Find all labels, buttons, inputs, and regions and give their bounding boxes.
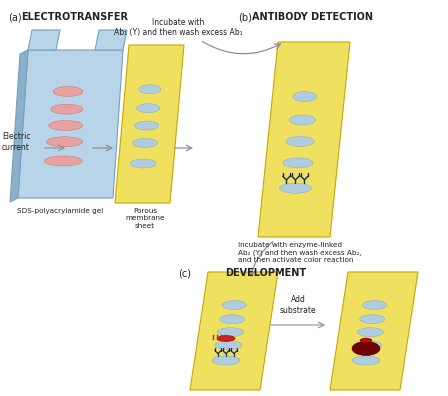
Ellipse shape	[220, 315, 245, 324]
Text: Add
substrate: Add substrate	[280, 295, 316, 315]
Polygon shape	[258, 42, 350, 237]
Text: ELECTROTRANSFER: ELECTROTRANSFER	[22, 12, 129, 22]
Ellipse shape	[51, 104, 83, 114]
Text: (b): (b)	[238, 12, 252, 22]
Text: Incubate with: Incubate with	[152, 18, 204, 27]
Ellipse shape	[360, 315, 385, 324]
Ellipse shape	[139, 85, 161, 94]
Ellipse shape	[283, 158, 313, 168]
Polygon shape	[95, 30, 127, 50]
Text: SDS-polyacrylamide gel: SDS-polyacrylamide gel	[17, 208, 103, 214]
Ellipse shape	[44, 156, 82, 166]
Ellipse shape	[358, 327, 383, 337]
Ellipse shape	[217, 327, 243, 337]
Text: ANTIBODY DETECTION: ANTIBODY DETECTION	[252, 12, 373, 22]
Text: (c): (c)	[178, 268, 191, 278]
Ellipse shape	[215, 341, 242, 350]
Ellipse shape	[280, 183, 311, 193]
Ellipse shape	[137, 104, 159, 113]
Ellipse shape	[53, 86, 83, 97]
Ellipse shape	[223, 301, 246, 310]
Text: Porous
membrane
sheet: Porous membrane sheet	[125, 208, 165, 229]
Text: Ab₁ (Υ) and then wash excess Ab₁: Ab₁ (Υ) and then wash excess Ab₁	[114, 28, 242, 37]
Polygon shape	[18, 50, 123, 198]
Polygon shape	[190, 272, 278, 390]
Ellipse shape	[133, 139, 158, 147]
Text: Incubate with enzyme-linked
Ab₂ (Υ) and then wash excess Ab₂,
and then activate : Incubate with enzyme-linked Ab₂ (Υ) and …	[238, 242, 362, 263]
Ellipse shape	[217, 335, 235, 341]
Ellipse shape	[352, 356, 380, 365]
Ellipse shape	[355, 341, 382, 350]
Ellipse shape	[289, 115, 315, 125]
Ellipse shape	[360, 338, 372, 343]
Ellipse shape	[362, 301, 387, 310]
Polygon shape	[28, 30, 60, 50]
Polygon shape	[115, 45, 184, 203]
Ellipse shape	[293, 91, 317, 102]
Polygon shape	[330, 272, 418, 390]
Ellipse shape	[212, 356, 240, 365]
Ellipse shape	[286, 137, 314, 147]
Text: (a): (a)	[8, 12, 22, 22]
Ellipse shape	[130, 159, 156, 168]
Ellipse shape	[352, 341, 380, 356]
Text: DEVELOPMENT: DEVELOPMENT	[225, 268, 306, 278]
Ellipse shape	[47, 137, 82, 147]
Ellipse shape	[49, 120, 82, 130]
Text: Electric
current: Electric current	[2, 132, 30, 152]
Polygon shape	[10, 50, 28, 202]
Ellipse shape	[134, 121, 159, 130]
